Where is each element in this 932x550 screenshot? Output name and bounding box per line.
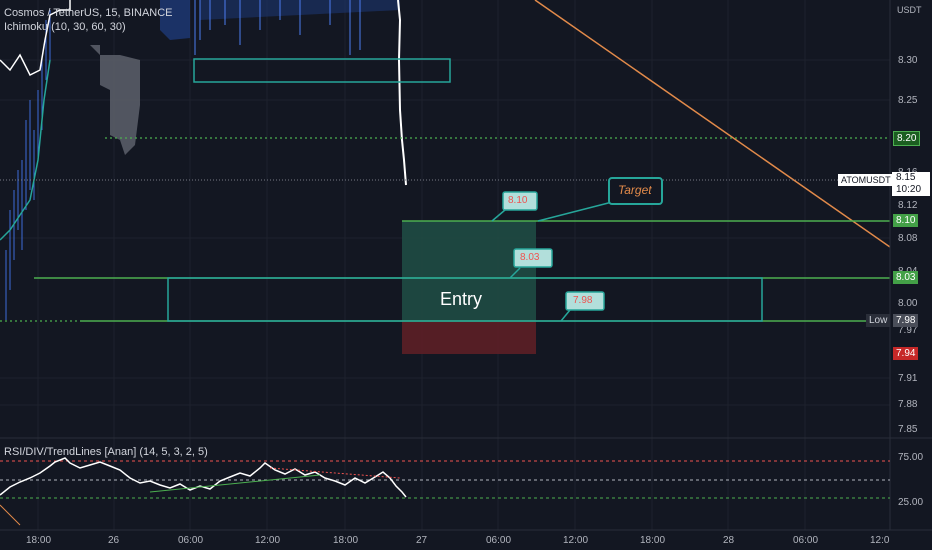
trend-line-orange[interactable] [534,0,891,248]
price-tick: 7.97 [898,325,918,336]
ichimoku-cloud-blue [160,0,190,40]
time-tick: 06:00 [486,535,512,546]
price-tick: 8.30 [898,55,918,66]
ichimoku-line-teal [0,59,51,241]
price-tick: 8.00 [898,298,918,309]
price-tag-820: 8.20 [893,131,921,146]
current-price-box: 8.15 10:20 [892,172,930,196]
callout-798[interactable] [560,291,605,322]
time-tick: 28 [723,535,735,546]
callout-810[interactable] [491,191,538,222]
price-tag-798: 7.98 [893,314,919,327]
loss-zone[interactable] [402,321,536,354]
ichimoku-label[interactable]: Ichimoku (10, 30, 60, 30) [4,21,126,33]
time-tick: 12:0 [870,535,890,546]
time-tick: 12:00 [563,535,589,546]
callout-803-label: 8.03 [520,252,540,263]
entry-label[interactable]: Entry [440,289,483,309]
ichimoku-line-white [0,0,71,77]
price-axis[interactable] [890,0,932,530]
price-tick: 8.08 [898,233,918,244]
range-box[interactable] [167,277,763,322]
current-symbol-tag: ATOMUSDT [838,174,894,186]
price-tag-803: 8.03 [893,271,919,284]
price-tag-810: 8.10 [893,214,919,227]
time-tick: 18:00 [26,535,52,546]
time-tick: 18:00 [640,535,666,546]
time-tick: 06:00 [178,535,204,546]
time-tick: 26 [108,535,120,546]
current-time: 10:20 [896,184,922,195]
callout-803[interactable] [509,248,553,279]
price-tick: 8.12 [898,200,918,211]
main-pane[interactable] [0,0,890,438]
rsi-tick: 75.00 [898,452,924,463]
target-label[interactable]: Target [618,183,652,197]
ichimoku-cloud-grey [80,45,140,155]
currency-label: USDT [897,5,922,15]
price-tick: 7.91 [898,373,918,384]
price-tick: 7.88 [898,399,918,410]
time-tick: 18:00 [333,535,359,546]
rsi-line [0,457,407,498]
resistance-box[interactable] [193,58,451,83]
time-tick: 06:00 [793,535,819,546]
candles-mid [194,0,361,55]
symbol-title[interactable]: Cosmos / TetherUS, 15, BINANCE [4,7,173,19]
rsi-label[interactable]: RSI/DIV/TrendLines [Anan] (14, 5, 3, 2, … [4,446,208,458]
callout-810-label: 8.10 [508,195,528,206]
profit-zone[interactable] [402,221,536,321]
low-label: Low [866,314,891,327]
price-drop-line [397,0,407,186]
rsi-divergence-line [269,467,401,479]
callout-target[interactable] [537,177,663,222]
time-tick: 12:00 [255,535,281,546]
price-tick: 8.25 [898,95,918,106]
price-tick: 7.85 [898,424,918,435]
price-tag-794: 7.94 [893,347,919,360]
rsi-trend-grey [0,504,21,526]
current-price: 8.15 [896,172,916,183]
rsi-tick: 25.00 [898,497,924,508]
callout-798-label: 7.98 [573,295,593,306]
time-tick: 27 [416,535,428,546]
rsi-trend-green [149,474,321,493]
